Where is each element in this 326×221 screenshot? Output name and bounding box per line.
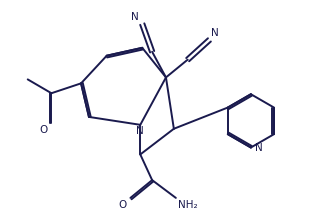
Text: N: N (255, 143, 262, 152)
Text: NH₂: NH₂ (178, 200, 198, 210)
Text: N: N (136, 126, 144, 136)
Text: N: N (211, 28, 219, 38)
Text: N: N (131, 12, 138, 22)
Text: O: O (118, 200, 126, 210)
Text: O: O (39, 125, 48, 135)
